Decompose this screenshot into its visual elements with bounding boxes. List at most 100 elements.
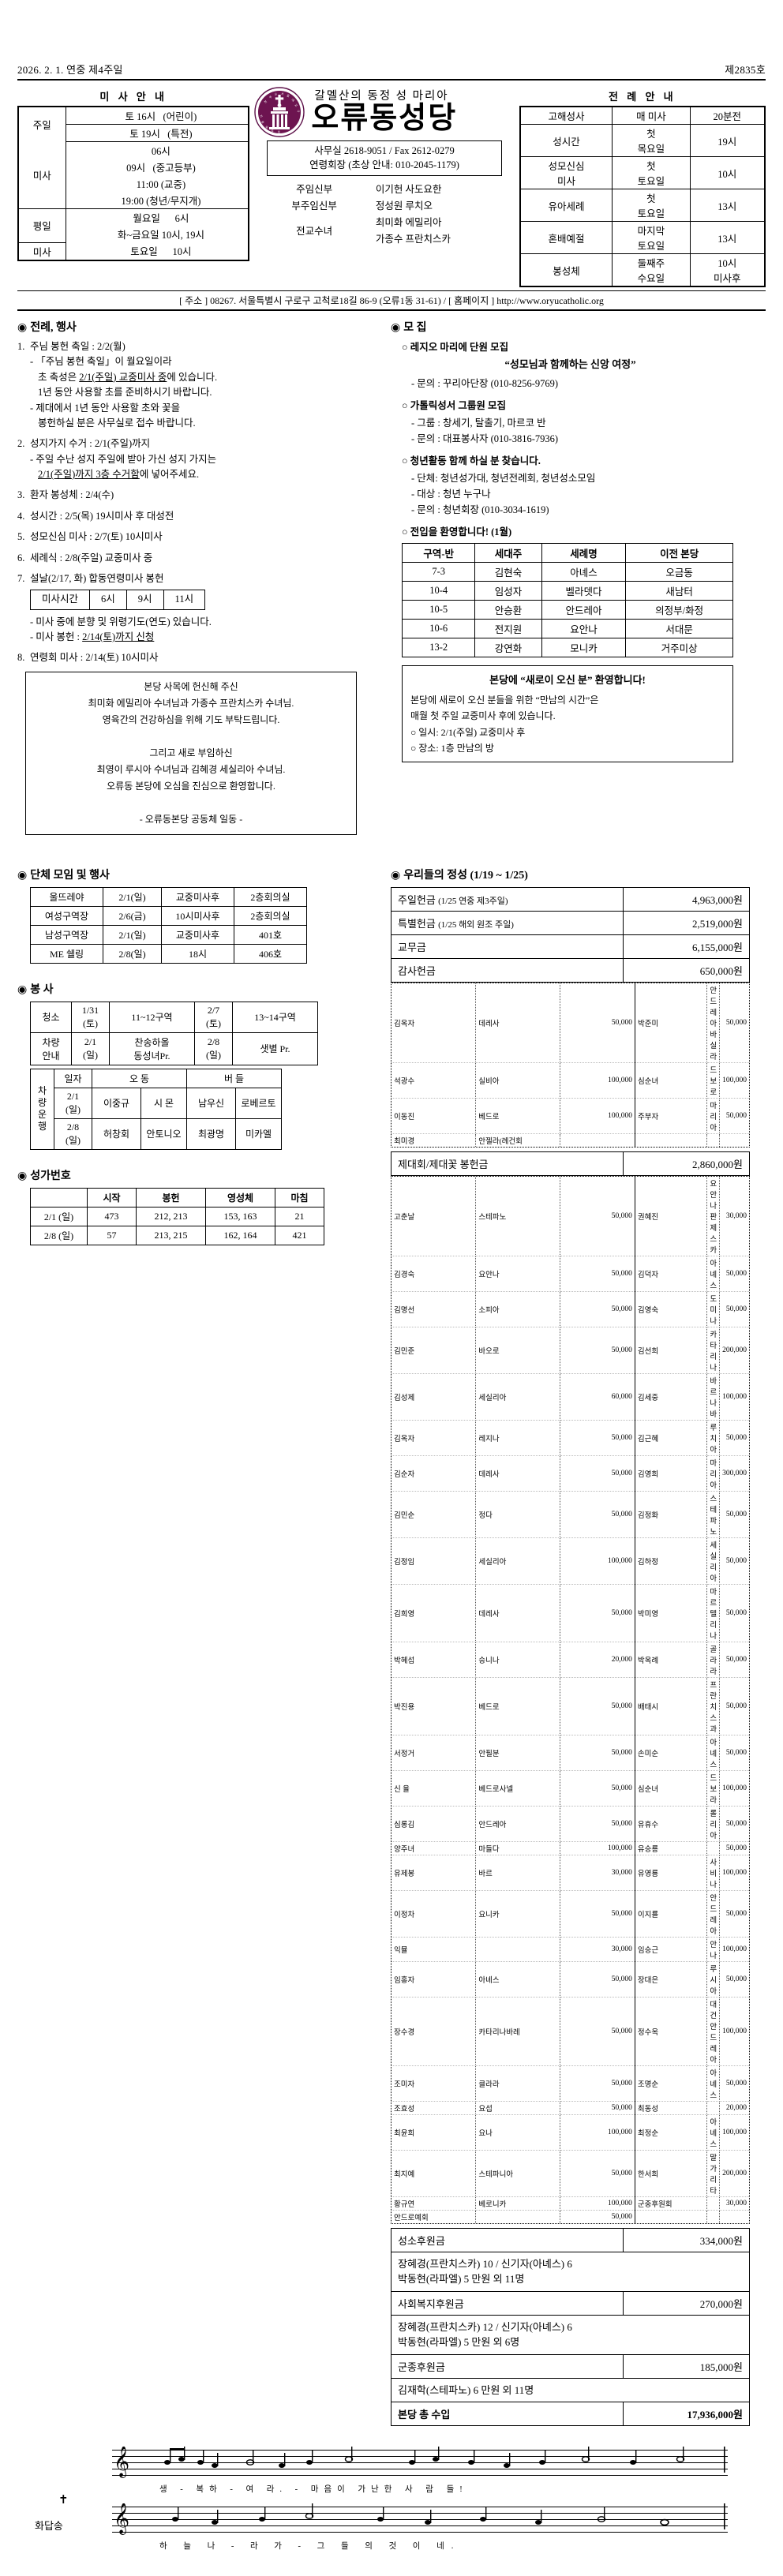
- cell-baptismal: 아녜스: [541, 561, 627, 582]
- clergy-name: 정성원 루치오: [375, 200, 433, 212]
- recruit-title: ○ 청년활동 함께 하실 분 찾습니다.: [402, 453, 750, 469]
- list-item: 2. 성지가지 수거 : 2/1(주일)까지 - 주일 수난 성지 주일에 받아 …: [17, 436, 377, 482]
- section-bullet-icon: ◉: [17, 322, 28, 334]
- donor-amount: 30,000: [560, 1855, 635, 1891]
- cell-prev-parish: 서대문: [625, 618, 733, 638]
- recruit-title-text: 레지오 마리에 단원 모집: [410, 342, 509, 353]
- donor-baptismal: 안드레아바실라: [706, 983, 721, 1063]
- offering-amount: 2,519,000원: [623, 910, 750, 935]
- donor-name: 김세중: [635, 1373, 708, 1421]
- offering-heading-text: 우리들의 정성 (1/19 ~ 1/25): [403, 869, 528, 882]
- donor-amount: 50,000: [560, 1770, 635, 1807]
- cell-baptismal: 벨라뎃다: [541, 580, 627, 601]
- staff-line-1: 𝄞: [112, 2447, 728, 2494]
- donor-amount: 50,000: [560, 1420, 635, 1456]
- liturgy-name: 성시간: [519, 124, 613, 157]
- donor-baptismal: 아녜스: [706, 2114, 721, 2151]
- lyrics-line-2: 하 늘 나 - 라 가 - 그 들 의 것 이 네.: [159, 2542, 461, 2552]
- notation-glyphs-2: 𝄞: [114, 2503, 725, 2535]
- church-seal-icon: 천 주 교 서 울 대 교 구 오 류 동 성 당: [254, 87, 305, 137]
- section-bullet-icon: ◉: [17, 983, 28, 996]
- donor-baptismal: 안젤라(례건회: [475, 1133, 561, 1147]
- item-title: 주님 봉헌 축일 : 2/2(월): [30, 341, 126, 352]
- donor-amount: 50,000: [560, 1291, 635, 1327]
- fund-notes: 김재학(스테파노) 6 만원 외 11명: [391, 2377, 750, 2403]
- fund-notes: 장혜경(프란치스카) 10 / 신기자(아녜스) 6 박동현(라파엘) 5 만원…: [391, 2251, 750, 2292]
- fund-label: 군종후원금: [391, 2353, 624, 2379]
- col-header: 구역-반: [401, 542, 476, 563]
- list-item: 4. 성시간 : 2/5(목) 19시미사 후 대성전: [17, 509, 377, 524]
- cell-district: 10-4: [401, 580, 476, 601]
- table-row: 토 19시 (특전): [18, 124, 249, 142]
- donor-name: 이정차: [392, 1890, 477, 1938]
- donor-row: 양주녀 마들다 100,000 유승룡 50,000: [392, 1841, 749, 1855]
- item-title: 연령회 미사 : 2/14(토) 10시미사: [30, 652, 159, 664]
- liturgy-schedule-table: 고해성사 매 미사 20분전 성시간 첫 목요일 19시 성모신심 미사 첫 토요일 …: [519, 106, 766, 287]
- donor-amount: 50,000: [719, 1642, 749, 1678]
- donor-amount: 50,000: [560, 1256, 635, 1292]
- col-header: 미사시간: [29, 590, 91, 610]
- donor-name: 최지예: [392, 2150, 477, 2197]
- donor-baptismal: [706, 1133, 721, 1147]
- table-row: ME 쉘링 2/8(일) 18시 406호: [30, 943, 307, 964]
- donor-row: 신 율 베드로사넬 50,000 심순녀 드보라 100,000: [392, 1770, 749, 1807]
- cell-head: 임성자: [474, 580, 542, 601]
- driver-name: 최광명: [186, 1118, 236, 1150]
- liturgy-when: 첫 목요일: [612, 124, 691, 157]
- table-row: 10-4 임성자 벨라뎃다 새남터: [401, 580, 733, 601]
- list-item: 3. 환자 봉성체 : 2/4(수): [17, 488, 377, 503]
- donor-amount: 100,000: [560, 2114, 635, 2151]
- group-name: 울뜨레야: [30, 886, 103, 907]
- donor-baptismal: 아녜스: [475, 1961, 561, 1998]
- donor-row: 김옥자 데레사 50,000 박준미 안드레아바실라 50,000: [392, 983, 749, 1063]
- welcome-line: 매월 첫 주일 교중미사 후에 있습니다.: [410, 710, 556, 722]
- donor-baptismal: 정다: [475, 1491, 561, 1538]
- donor-amount: 50,000: [719, 1098, 749, 1134]
- offering-summary-table: 주일헌금 (1/25 연중 제3주일) 4,963,000원 특별헌금 (1/2…: [391, 886, 750, 983]
- recruit-line: - 그룹 : 창세기, 탈출기, 마르코 반: [411, 417, 546, 429]
- cell-district: 10-5: [401, 599, 476, 620]
- col-header: 영성체: [205, 1187, 275, 1208]
- donor-amount: 100,000: [560, 1841, 635, 1855]
- table-row: 김재학(스테파노) 6 만원 외 11명: [391, 2377, 750, 2403]
- driver-name: 허창회: [92, 1118, 141, 1150]
- table-row: 2/8 (일) 허창회 안토니오 최광명 미카엘: [31, 1118, 282, 1150]
- notation-glyphs-1: 𝄞: [114, 2447, 725, 2478]
- donor-baptismal: 베드로: [475, 1098, 561, 1134]
- col-header: 시작: [87, 1187, 137, 1208]
- donor-name: [635, 1133, 708, 1147]
- donor-name: 고춘날: [392, 1176, 477, 1256]
- driver-baptismal: 로베르토: [235, 1087, 282, 1119]
- item-title: 설날(2/17, 화) 합동연령미사 봉헌: [30, 572, 164, 584]
- donor-amount: 50,000: [560, 1735, 635, 1771]
- svg-text:𝄞: 𝄞: [114, 2447, 129, 2478]
- col-header: [30, 1187, 88, 1208]
- mass-time: 11:00 (교중): [65, 175, 249, 192]
- donor-amount: 50,000: [719, 1256, 749, 1292]
- service-zone-2: 13~14구역: [232, 1001, 318, 1033]
- table-row: 감사헌금 650,000원: [391, 957, 750, 983]
- service-duty-table: 청소 1/31 (토) 11~12구역 2/7 (토) 13~14구역 차량 안내 2…: [30, 1001, 318, 1065]
- liturgy-when: 마지막 토요일: [612, 221, 691, 254]
- group-name: 여성구역장: [30, 905, 103, 926]
- announcements-heading: ◉ 전례, 행사: [17, 319, 377, 335]
- donor-row: 황규연 베로니카 100,000 군중후원회 30,000: [392, 2196, 749, 2211]
- hymn-recessional: 421: [275, 1225, 324, 1245]
- donor-baptismal: 도미나: [706, 1291, 721, 1327]
- contact-box: 사무실 2618-9051 / Fax 2612-0279 연령회장 (초상 안…: [267, 140, 503, 177]
- address-bar: [ 주소 ] 08267. 서울특별시 구로구 고척로18길 86-9 (오류1…: [17, 290, 766, 311]
- item-number: 5.: [17, 531, 25, 543]
- group-place: 406호: [234, 943, 307, 964]
- item-line: 초 축성은 2/1(주일) 교중미사 중에 있습니다.: [38, 371, 218, 383]
- donor-amount: 100,000: [560, 1098, 636, 1134]
- item-number: 6.: [17, 552, 25, 564]
- offering-heading: ◉ 우리들의 정성 (1/19 ~ 1/25): [391, 867, 750, 882]
- donor-name: 최윤희: [392, 2114, 477, 2151]
- donor-row: 박진용 베드로 50,000 배태시 프란치스과 50,000: [392, 1677, 749, 1735]
- donor-row: 김옥자 레지나 50,000 김근혜 루치아 50,000: [392, 1420, 749, 1456]
- donor-baptismal: 카타리나바레: [475, 1997, 561, 2066]
- bulletin-date: 2026. 2. 1. 연중 제4주일: [17, 64, 123, 76]
- sunday-mass-label-2: 미사: [17, 141, 66, 209]
- donor-baptismal: 데레사: [475, 983, 561, 1063]
